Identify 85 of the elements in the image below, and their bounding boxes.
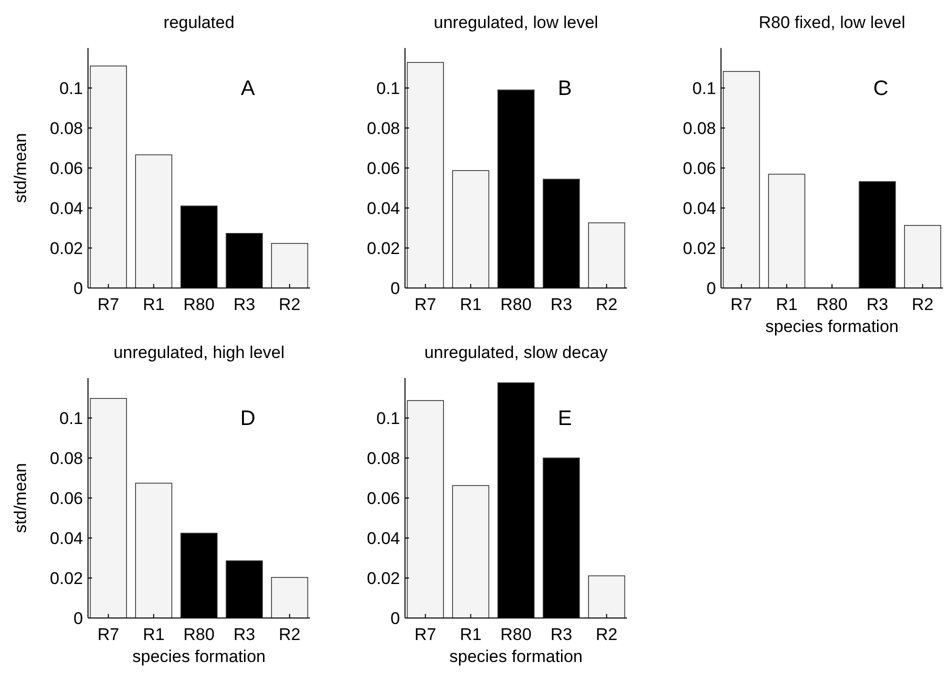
bar <box>452 170 490 288</box>
bar <box>904 225 942 288</box>
bar <box>135 154 172 288</box>
x-tick-label: R3 <box>866 295 888 314</box>
bar <box>452 485 490 618</box>
bar <box>768 174 806 288</box>
annotation: C <box>873 77 888 100</box>
x-tick-label: R80 <box>816 295 848 314</box>
x-tick-label: R80 <box>183 295 215 314</box>
y-tick-label: 0 <box>390 278 400 298</box>
bar <box>406 62 444 288</box>
y-tick-label: 0.08 <box>366 118 400 138</box>
annotation: B <box>558 77 572 100</box>
y-tick-label: 0.04 <box>50 198 83 218</box>
y-tick-label: 0.1 <box>59 78 83 98</box>
bar <box>90 66 127 288</box>
y-axis-title: std/mean <box>11 133 30 203</box>
bar <box>406 400 444 618</box>
y-tick-label: 0.08 <box>50 448 83 468</box>
y-tick-label: 0.08 <box>50 118 83 138</box>
y-tick-label: 0.06 <box>50 488 83 508</box>
y-tick-label: 0.06 <box>50 158 83 178</box>
y-tick-label: 0.02 <box>366 238 400 258</box>
y-tick-label: 0.06 <box>682 158 716 178</box>
x-tick-label: R3 <box>233 295 256 314</box>
y-tick-label: 0.1 <box>692 78 716 98</box>
x-tick-label: R80 <box>183 625 215 644</box>
x-tick-label: R1 <box>776 295 798 314</box>
chart-title: unregulated, high level <box>113 343 285 362</box>
x-tick-label: R80 <box>500 625 532 644</box>
bar <box>90 398 127 618</box>
y-tick-label: 0 <box>706 278 716 298</box>
x-tick-label: R3 <box>550 295 572 314</box>
y-tick-label: 0.1 <box>376 78 400 98</box>
bar <box>135 482 172 618</box>
x-axis-title: species formation <box>449 647 583 666</box>
y-tick-label: 0.1 <box>376 408 400 428</box>
x-tick-label: R7 <box>98 625 120 644</box>
x-tick-label: R3 <box>550 625 572 644</box>
annotation: D <box>240 407 256 430</box>
x-tick-label: R80 <box>500 295 532 314</box>
annotation: A <box>240 77 255 100</box>
x-tick-label: R7 <box>414 625 436 644</box>
x-tick-label: R2 <box>912 295 934 314</box>
y-tick-label: 0 <box>390 608 400 628</box>
y-tick-label: 0 <box>74 608 83 628</box>
y-tick-label: 0.04 <box>50 528 83 548</box>
x-tick-label: R2 <box>596 295 618 314</box>
x-tick-label: R1 <box>460 295 482 314</box>
x-tick-label: R7 <box>98 295 120 314</box>
y-tick-label: 0.06 <box>366 158 400 178</box>
annotation: E <box>558 407 572 430</box>
chart-title: regulated <box>164 13 234 32</box>
x-tick-label: R1 <box>460 625 482 644</box>
x-tick-label: R1 <box>142 295 165 314</box>
x-tick-label: R7 <box>414 295 436 314</box>
chart-title: unregulated, slow decay <box>424 343 608 362</box>
y-tick-label: 0.08 <box>366 448 400 468</box>
y-tick-label: 0.04 <box>366 528 400 548</box>
y-tick-label: 0.02 <box>682 238 716 258</box>
bar <box>722 71 760 288</box>
chart-title: unregulated, low level <box>434 13 598 32</box>
x-tick-label: R2 <box>278 625 300 644</box>
y-tick-label: 0.04 <box>366 198 400 218</box>
y-tick-label: 0.02 <box>50 568 83 588</box>
y-tick-label: 0 <box>74 278 83 298</box>
x-tick-label: R2 <box>596 625 618 644</box>
x-tick-label: R3 <box>233 625 256 644</box>
y-tick-label: 0.02 <box>50 238 83 258</box>
bar <box>588 575 626 618</box>
bar <box>271 243 308 288</box>
y-axis-title: std/mean <box>11 463 30 533</box>
x-tick-label: R7 <box>730 295 752 314</box>
x-tick-label: R1 <box>142 625 165 644</box>
bar <box>588 222 626 288</box>
y-tick-label: 0.1 <box>59 408 83 428</box>
bar <box>271 577 308 618</box>
y-tick-label: 0.06 <box>366 488 400 508</box>
x-axis-title: species formation <box>765 317 899 336</box>
y-tick-label: 0.08 <box>682 118 716 138</box>
chart-title: R80 fixed, low level <box>758 13 906 32</box>
y-tick-label: 0.04 <box>682 198 716 218</box>
x-axis-title: species formation <box>132 647 266 666</box>
y-tick-label: 0.02 <box>366 568 400 588</box>
x-tick-label: R2 <box>278 295 300 314</box>
